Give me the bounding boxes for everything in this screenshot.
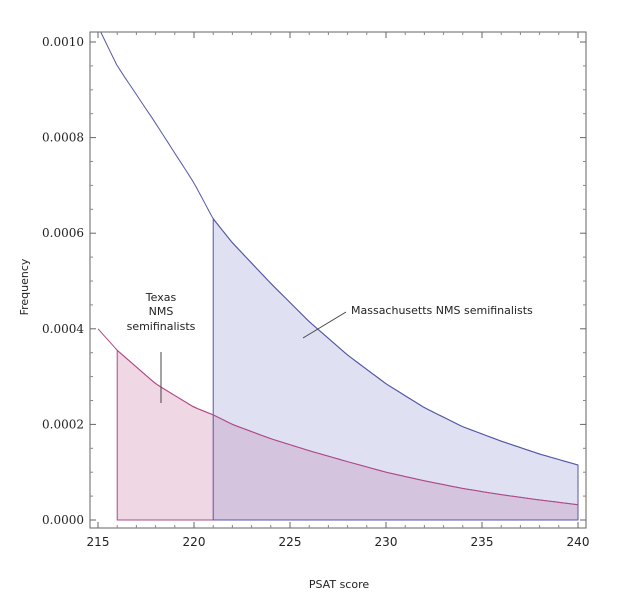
massachusetts-label: Massachusetts NMS semifinalists <box>351 304 533 317</box>
y-tick-label-0.0004: 0.0004 <box>42 322 84 336</box>
y-axis-title: Frequency <box>18 258 31 315</box>
y-tick-label-0.0000: 0.0000 <box>42 513 84 527</box>
y-tick-label-0.0002: 0.0002 <box>42 417 84 431</box>
massachusetts-pointer <box>302 311 347 339</box>
x-tick-label-215: 215 <box>87 535 110 549</box>
y-tick-label-0.0006: 0.0006 <box>42 226 84 240</box>
x-axis-title: PSAT score <box>309 578 369 591</box>
y-tick-label-0.0010: 0.0010 <box>42 35 84 49</box>
y-tick-label-0.0008: 0.0008 <box>42 131 84 145</box>
x-tick-label-240: 240 <box>567 535 590 549</box>
texas-label-line2: NMS <box>149 305 174 318</box>
x-tick-label-225: 225 <box>279 535 302 549</box>
texas-label-line3: semifinalists <box>127 320 196 333</box>
x-tick-label-235: 235 <box>471 535 494 549</box>
massachusetts-curve <box>100 32 579 466</box>
texas-label-line1: Texas <box>145 291 177 304</box>
plot-frame <box>89 31 587 529</box>
texas-curve <box>97 328 579 506</box>
x-tick-label-220: 220 <box>183 535 206 549</box>
x-tick-label-230: 230 <box>375 535 398 549</box>
